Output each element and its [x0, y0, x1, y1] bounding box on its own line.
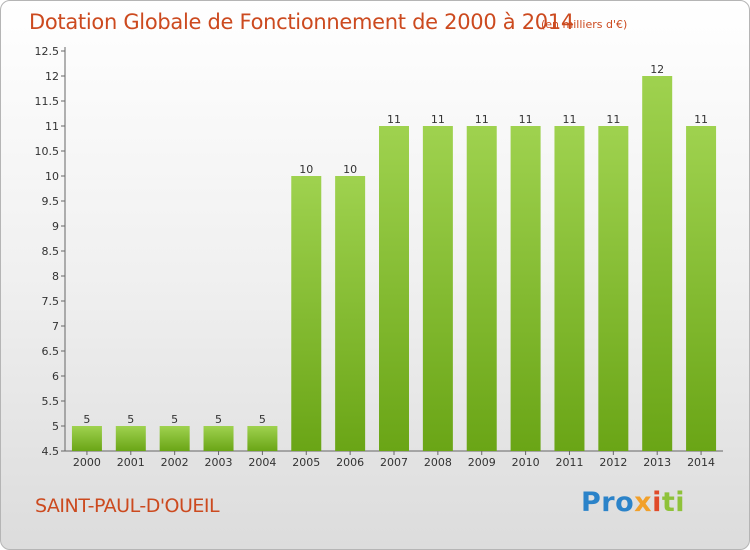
x-tick-label: 2000 [73, 456, 101, 469]
bar-2006 [335, 176, 366, 451]
y-tick-label: 5 [52, 420, 59, 433]
bar-2001 [115, 426, 146, 451]
y-tick-label: 11 [45, 120, 59, 133]
bar-value-label: 10 [343, 163, 357, 176]
y-tick-label: 10.5 [35, 145, 60, 158]
bar-value-label: 5 [259, 413, 266, 426]
x-tick-label: 2003 [205, 456, 233, 469]
x-tick-label: 2014 [687, 456, 715, 469]
bar-2005 [291, 176, 322, 451]
y-tick-label: 8.5 [42, 245, 60, 258]
bar-2010 [510, 126, 541, 451]
bar-2000 [71, 426, 102, 451]
y-tick-label: 10 [45, 170, 59, 183]
y-tick-label: 6.5 [42, 345, 60, 358]
bar-value-label: 5 [127, 413, 134, 426]
x-tick-label: 2010 [512, 456, 540, 469]
x-tick-label: 2004 [248, 456, 276, 469]
bar-2012 [598, 126, 629, 451]
bar-2013 [642, 76, 673, 451]
y-tick-label: 6 [52, 370, 59, 383]
y-tick-label: 12.5 [35, 45, 60, 58]
x-tick-label: 2011 [555, 456, 583, 469]
y-tick-label: 11.5 [35, 95, 60, 108]
y-tick-label: 4.5 [42, 445, 60, 458]
x-tick-label: 2008 [424, 456, 452, 469]
y-tick-label: 5.5 [42, 395, 60, 408]
bar-2014 [686, 126, 717, 451]
x-tick-label: 2005 [292, 456, 320, 469]
bar-2003 [203, 426, 234, 451]
x-tick-label: 2012 [599, 456, 627, 469]
x-tick-label: 2001 [117, 456, 145, 469]
bar-value-label: 11 [387, 113, 401, 126]
x-tick-label: 2006 [336, 456, 364, 469]
bar-value-label: 11 [694, 113, 708, 126]
x-tick-label: 2007 [380, 456, 408, 469]
bar-value-label: 10 [299, 163, 313, 176]
bar-2007 [379, 126, 409, 451]
bar-value-label: 11 [519, 113, 533, 126]
bar-value-label: 11 [606, 113, 620, 126]
chart-subtitle: (en milliers d'€) [541, 18, 628, 31]
chart-title: Dotation Globale de Fonctionnement de 20… [29, 10, 574, 34]
y-tick-label: 7 [52, 320, 59, 333]
bar-2004 [247, 426, 278, 451]
y-tick-label: 7.5 [42, 295, 60, 308]
bar-value-label: 5 [83, 413, 90, 426]
y-tick-label: 9.5 [42, 195, 60, 208]
bar-value-label: 11 [475, 113, 489, 126]
x-tick-label: 2009 [468, 456, 496, 469]
bar-2008 [422, 126, 453, 451]
x-tick-label: 2002 [161, 456, 189, 469]
bar-value-label: 5 [171, 413, 178, 426]
bar-2011 [554, 126, 585, 451]
y-tick-label: 9 [52, 220, 59, 233]
bar-2009 [466, 126, 497, 451]
x-tick-label: 2013 [643, 456, 671, 469]
y-tick-label: 8 [52, 270, 59, 283]
bar-value-label: 11 [562, 113, 576, 126]
bar-value-label: 11 [431, 113, 445, 126]
commune-name: SAINT-PAUL-D'OUEIL [35, 495, 220, 517]
proxiti-logo[interactable]: Proxiti [581, 487, 686, 518]
bar-2002 [159, 426, 190, 451]
bar-value-label: 5 [215, 413, 222, 426]
bar-value-label: 12 [650, 63, 664, 76]
y-tick-label: 12 [45, 70, 59, 83]
